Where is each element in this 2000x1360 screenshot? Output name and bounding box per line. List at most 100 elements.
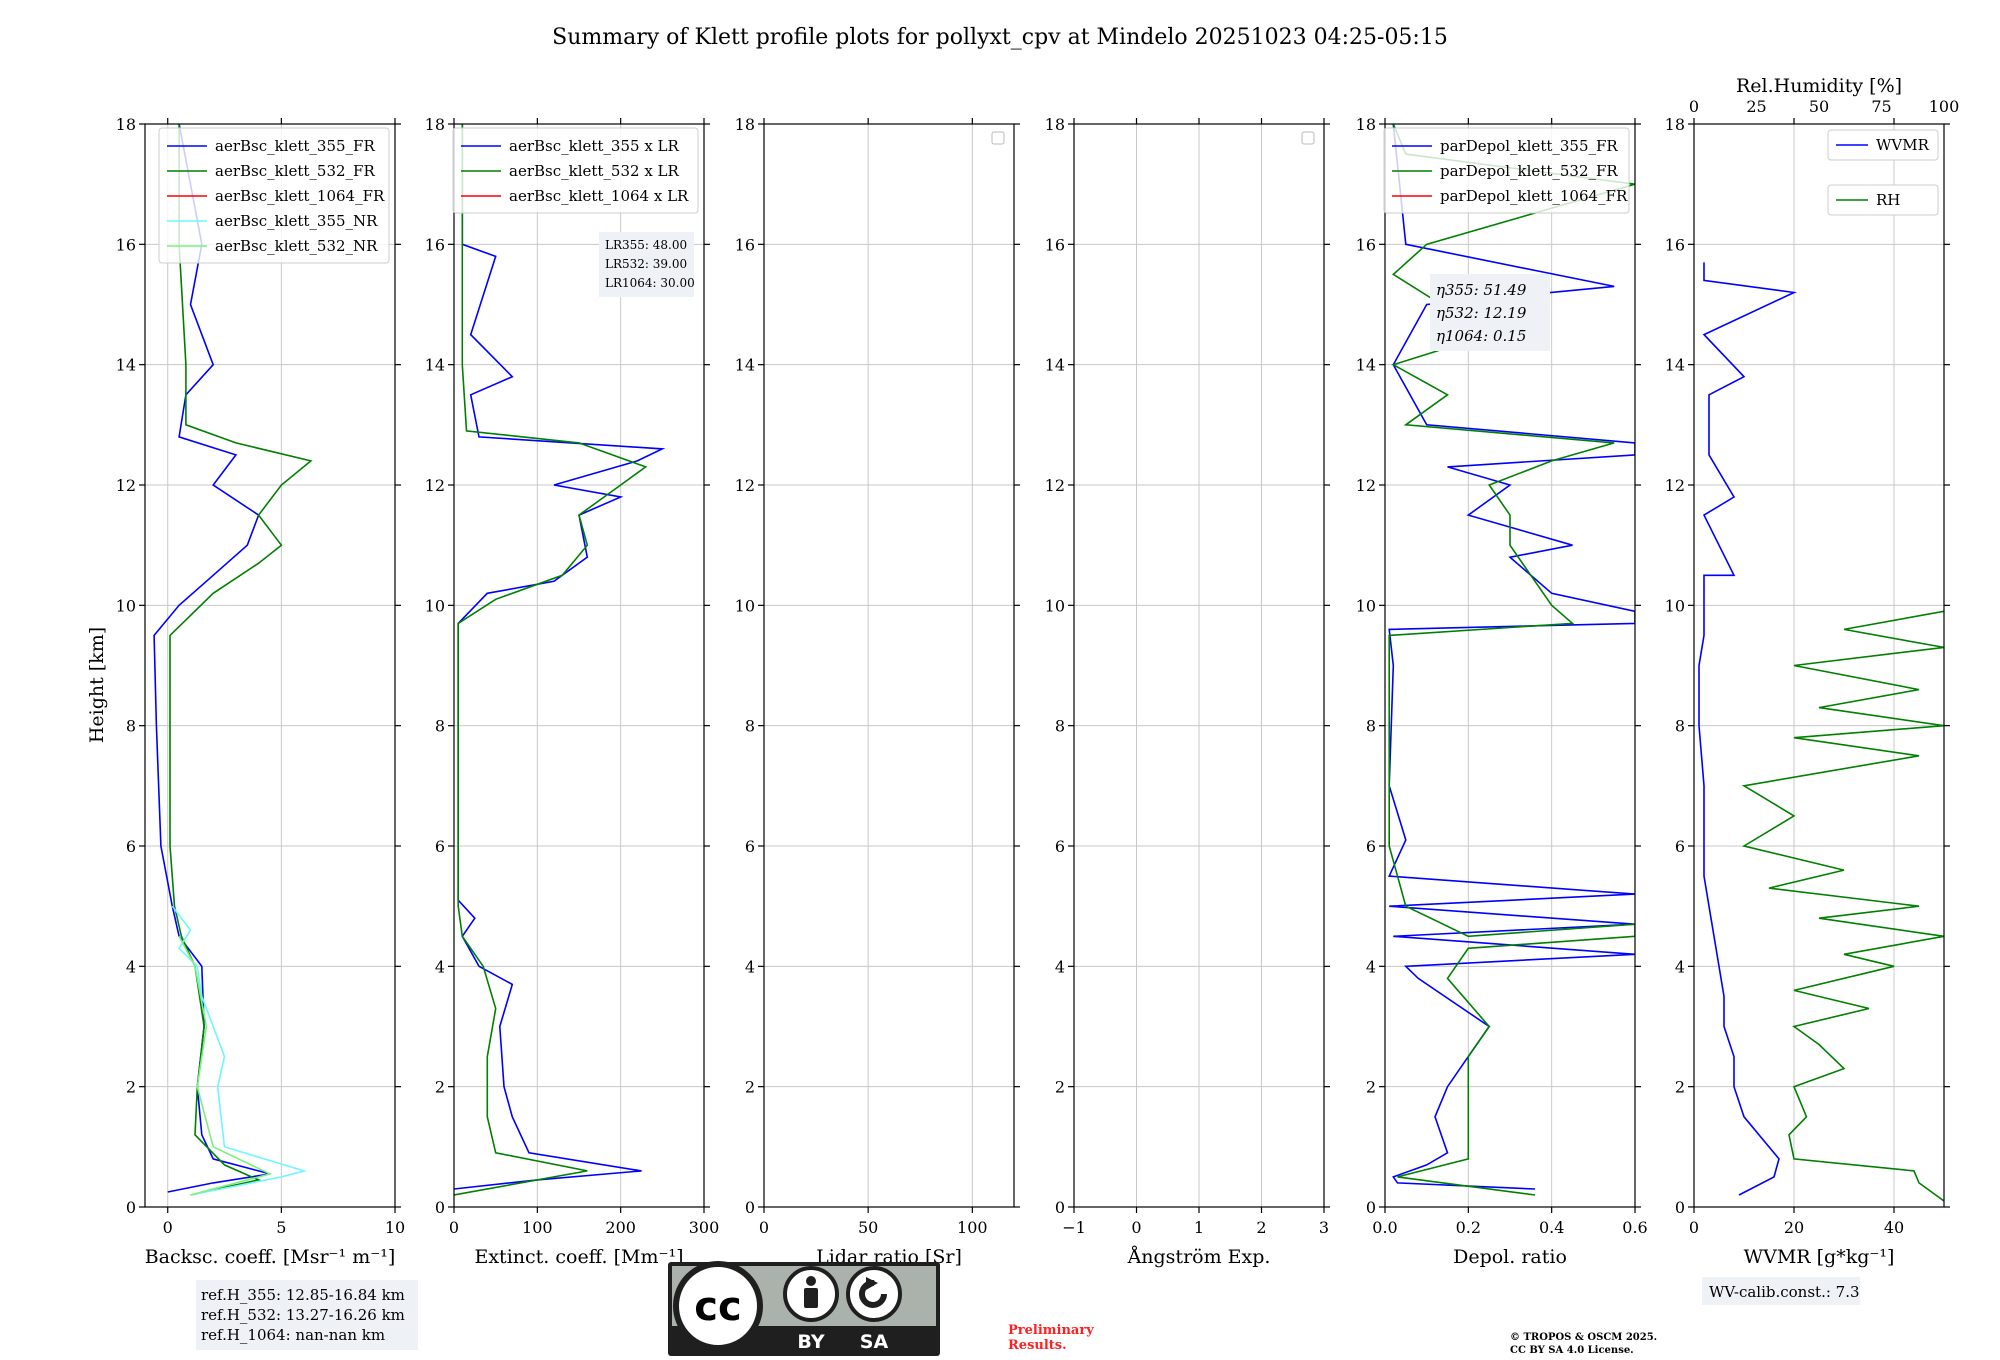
x-axis-label: Extinct. coeff. [Mm⁻¹]: [474, 1246, 683, 1268]
y-tick-label: 12: [1045, 476, 1065, 495]
y-tick-label: 14: [1356, 356, 1376, 375]
y-tick-label: 10: [1665, 596, 1685, 615]
legend-box: [1827, 129, 1939, 161]
y-tick-label: 18: [735, 115, 755, 134]
legend-label: aerBsc_klett_355_NR: [215, 212, 378, 230]
y-tick-label: 10: [1356, 596, 1376, 615]
y-tick-label: 4: [1366, 957, 1376, 976]
y-tick-label: 14: [425, 356, 445, 375]
x-axis-label: Depol. ratio: [1453, 1246, 1567, 1268]
panel-frame: [1693, 123, 1945, 1208]
y-tick-label: 14: [735, 356, 755, 375]
y-tick-label: 14: [116, 356, 136, 375]
y-tick-label: 0: [435, 1198, 445, 1217]
y-tick-label: 2: [745, 1078, 755, 1097]
y-tick-label: 10: [1045, 596, 1065, 615]
empty-legend-box: [991, 131, 1005, 145]
x-tick-label: 0: [449, 1218, 459, 1237]
y-tick-label: 4: [1055, 957, 1065, 976]
y-tick-label: 16: [116, 235, 136, 254]
panel-frame: [144, 123, 396, 1208]
x-tick-label: −1: [1062, 1218, 1086, 1237]
y-tick-label: 0: [126, 1198, 136, 1217]
y-tick-label: 12: [1665, 476, 1685, 495]
series-group: [454, 124, 666, 1196]
y-tick-label: 16: [425, 235, 445, 254]
sa-label: SA: [860, 1331, 889, 1353]
x-axis-label: Backsc. coeff. [Msr⁻¹ m⁻¹]: [145, 1246, 396, 1268]
x-tick-label: 3: [1319, 1218, 1329, 1237]
legend-label: parDepol_klett_355_FR: [1440, 137, 1618, 155]
y-tick-label: 4: [745, 957, 755, 976]
panel-frame: [453, 123, 705, 1208]
top-x-axis-label: Rel.Humidity [%]: [1736, 75, 1902, 97]
top-x-tick-label: 0: [1689, 97, 1699, 116]
series-line-aerBsc_klett_355 x LR: [454, 124, 666, 1190]
wv-calib-box: WV-calib.const.: 7.3: [1702, 1277, 1860, 1305]
y-tick-label: 2: [435, 1078, 445, 1097]
preliminary-line-1: Preliminary: [1008, 1323, 1094, 1338]
annotation-text: LR1064: 30.00: [605, 276, 695, 290]
y-tick-label: 2: [126, 1078, 136, 1097]
legend-label: aerBsc_klett_532_NR: [215, 237, 378, 255]
legend-label: aerBsc_klett_355 x LR: [509, 137, 680, 155]
x-axis-label: Ångström Exp.: [1127, 1246, 1271, 1268]
x-tick-label: 2: [1256, 1218, 1266, 1237]
y-tick-label: 4: [126, 957, 136, 976]
top-x-tick-label: 25: [1746, 97, 1766, 116]
annotation-text: LR532: 39.00: [605, 257, 687, 271]
y-tick-label: 8: [1055, 717, 1065, 736]
series-line-aerBsc_klett_532_NR: [178, 935, 273, 1196]
legend-label: aerBsc_klett_532_FR: [215, 162, 375, 180]
y-tick-label: 0: [1055, 1198, 1065, 1217]
cc-logo-text: cc: [694, 1284, 741, 1330]
y-tick-label: 18: [116, 115, 136, 134]
series-group: [1698, 262, 1944, 1202]
top-x-tick-label: 50: [1809, 97, 1829, 116]
y-tick-label: 0: [745, 1198, 755, 1217]
y-tick-label: 16: [1356, 235, 1376, 254]
y-axis-label: Height [km]: [86, 627, 108, 743]
annotation-text: η1064: 0.15: [1436, 327, 1526, 345]
y-tick-label: 18: [1356, 115, 1376, 134]
copyright-line-1: © TROPOS & OSCM 2025.: [1510, 1332, 1657, 1343]
sa-share-arrow: [866, 1277, 878, 1290]
copyright-notice: © TROPOS & OSCM 2025. CC BY SA 4.0 Licen…: [1510, 1332, 1657, 1356]
x-tick-label: 0: [1689, 1218, 1699, 1237]
y-tick-label: 8: [435, 717, 445, 736]
reference-height-box: ref.H_355: 12.85-16.84 km ref.H_532: 13.…: [196, 1280, 418, 1350]
preliminary-watermark: Preliminary Results.: [1008, 1323, 1094, 1353]
x-tick-label: 100: [957, 1218, 988, 1237]
legend-box: [158, 127, 390, 264]
y-tick-label: 10: [116, 596, 136, 615]
series-line-aerBsc_klett_532_FR: [169, 124, 313, 1196]
y-tick-label: 6: [1366, 837, 1376, 856]
legend-box: [452, 127, 699, 214]
y-tick-label: 12: [1356, 476, 1376, 495]
top-x-tick-label: 75: [1871, 97, 1891, 116]
y-tick-label: 12: [425, 476, 445, 495]
by-label: BY: [797, 1331, 824, 1353]
by-person-head: [806, 1276, 816, 1286]
legend-label: aerBsc_klett_355_FR: [215, 137, 375, 155]
x-tick-label: 200: [605, 1218, 636, 1237]
y-tick-label: 0: [1675, 1198, 1685, 1217]
by-person-body: [804, 1288, 818, 1308]
legend-label: aerBsc_klett_1064_FR: [215, 187, 385, 205]
wv-calib-text: WV-calib.const.: 7.3: [1709, 1283, 1860, 1301]
ref-height-1064: ref.H_1064: nan-nan km: [201, 1326, 385, 1344]
y-tick-label: 18: [425, 115, 445, 134]
x-tick-label: 50: [858, 1218, 878, 1237]
x-axis-label: WVMR [g*kg⁻¹]: [1744, 1246, 1895, 1268]
cc-logo-icon: [673, 1261, 763, 1351]
annotation-box: [1430, 274, 1550, 351]
x-tick-label: 10: [385, 1218, 405, 1237]
series-group: [153, 124, 313, 1196]
y-tick-label: 8: [745, 717, 755, 736]
series-line-aerBsc_klett_355_FR: [153, 124, 271, 1193]
series-line-aerBsc_klett_532 x LR: [454, 124, 648, 1196]
reference-height-box-bg: [196, 1280, 418, 1350]
